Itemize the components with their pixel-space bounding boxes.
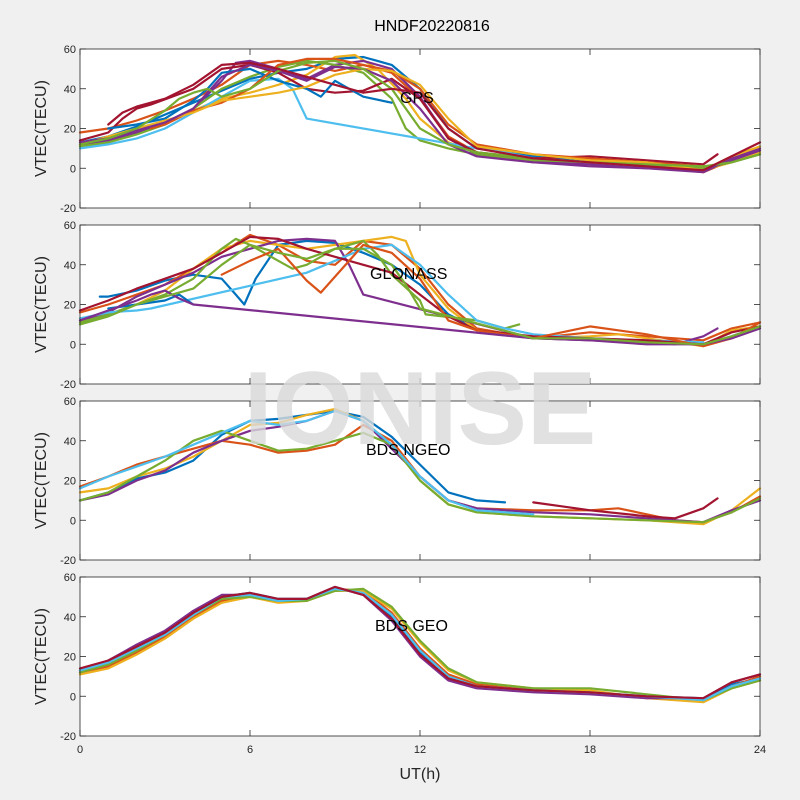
y-tick-label: -20 [60, 731, 76, 743]
x-axis-label: UT(h) [400, 766, 441, 783]
x-tick-label: 18 [584, 744, 596, 756]
y-tick-label: 20 [64, 124, 76, 136]
y-tick-label: 60 [64, 572, 76, 584]
y-tick-label: -20 [60, 555, 76, 567]
series-line-7 [532, 497, 719, 520]
x-tick-label: 6 [247, 744, 253, 756]
y-tick-label: 40 [64, 84, 76, 96]
y-tick-label: 0 [70, 339, 76, 351]
panel-annotation: GPS [400, 90, 434, 107]
y-tick-label: 0 [70, 515, 76, 527]
y-axis-label: VTEC(TECU) [33, 608, 50, 705]
panel-1: -20 0 20 40 60 VTEC(TECU) GPS [33, 44, 762, 215]
series-line-9 [220, 243, 762, 348]
y-tick-label: 40 [64, 260, 76, 272]
series-line-8 [107, 293, 195, 310]
y-axis-label: VTEC(TECU) [33, 80, 50, 177]
y-tick-label: 60 [64, 44, 76, 56]
panel-annotation: BDS GEO [375, 618, 448, 635]
series-line-5 [78, 429, 762, 524]
panel-annotation: GLONASS [370, 266, 447, 283]
series-line-5 [78, 237, 521, 330]
y-tick-label: 20 [64, 300, 76, 312]
y-tick-label: 0 [70, 691, 76, 703]
series-line-7 [78, 235, 762, 346]
watermark: IONISE [244, 351, 597, 467]
x-tick-label: 24 [754, 744, 766, 756]
y-tick-label: -20 [60, 203, 76, 215]
y-tick-label: 40 [64, 436, 76, 448]
y-axis-label: VTEC(TECU) [33, 256, 50, 353]
y-tick-label: -20 [60, 379, 76, 391]
panel-2: -20 0 20 40 60 VTEC(TECU) GLONASS [33, 220, 762, 391]
y-tick-label: 60 [64, 396, 76, 408]
series-line-7 [78, 585, 762, 700]
x-tick-label: 0 [77, 744, 83, 756]
y-tick-label: 60 [64, 220, 76, 232]
y-tick-label: 20 [64, 476, 76, 488]
y-tick-label: 20 [64, 652, 76, 664]
panel-annotation: BDS NGEO [366, 442, 450, 459]
figure-title: HNDF20220816 [374, 18, 490, 35]
series-line-6 [78, 409, 535, 516]
series-line-11 [78, 243, 762, 346]
x-tick-label: 12 [414, 744, 426, 756]
panel-3: -20 0 20 40 60 VTEC(TECU) BDS NGEO [33, 396, 762, 567]
series-line-13 [107, 61, 762, 172]
y-axis-label: VTEC(TECU) [33, 432, 50, 529]
y-tick-label: 40 [64, 612, 76, 624]
y-tick-label: 0 [70, 163, 76, 175]
